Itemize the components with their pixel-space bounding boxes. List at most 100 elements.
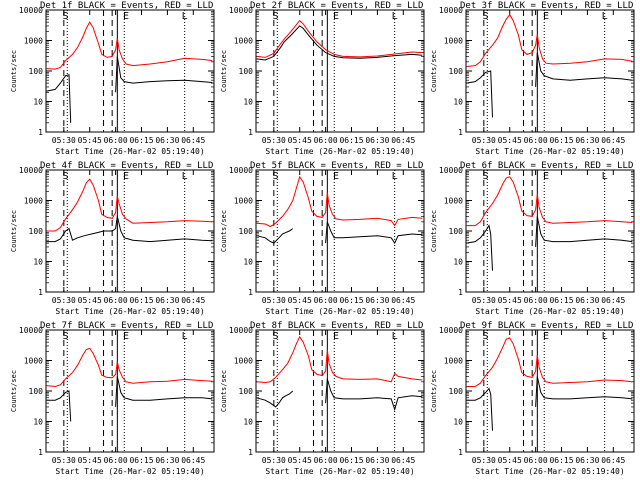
y-tick-label: 1000 [444, 37, 463, 46]
x-axis-label: Start Time (26-Mar-02 05:19:40) [55, 307, 204, 316]
detector-plot-9: Det 9f BLACK = Events, RED = LLD 1 10 100 10… [430, 321, 635, 476]
y-tick-label: 10000 [19, 166, 43, 175]
y-tick-label: 1 [38, 288, 43, 297]
y-tick-label: 1 [458, 288, 463, 297]
x-tick-label: 05:30 [262, 136, 286, 145]
x-axis-label: Start Time (26-Mar-02 05:19:40) [265, 147, 414, 156]
time-marker-E: E [333, 331, 339, 342]
x-tick-label: 05:30 [52, 456, 76, 465]
x-tick-label: 06:30 [575, 136, 599, 145]
plot-frame [465, 169, 635, 293]
y-tick-label: 10 [33, 418, 43, 427]
detector-plot-8: Det 8f BLACK = Events, RED = LLD 1 10 100 10… [220, 321, 425, 476]
time-marker-L: L [602, 331, 608, 342]
y-tick-label: 1000 [234, 357, 253, 366]
time-marker-E: E [543, 331, 549, 342]
plot-frame [465, 329, 635, 453]
detector-plot-2: Det 2f BLACK = Events, RED = LLD 1 10 100 10… [220, 1, 425, 156]
series-lld [466, 337, 633, 387]
detector-plot-7: Det 7f BLACK = Events, RED = LLD 1 10 100 10… [10, 321, 215, 476]
y-axis-label: Counts/sec [430, 370, 438, 412]
x-tick-label: 06:00 [104, 456, 128, 465]
x-axis-label: Start Time (26-Mar-02 05:19:40) [265, 307, 414, 316]
x-tick-label: 05:30 [262, 456, 286, 465]
plot-frame [255, 9, 425, 133]
time-marker-S: S [483, 171, 489, 182]
y-tick-label: 10000 [229, 6, 253, 15]
y-tick-label: 10000 [229, 166, 253, 175]
series-events [466, 216, 633, 271]
series-events [46, 216, 213, 243]
y-tick-label: 10 [243, 98, 253, 107]
x-tick-label: 06:30 [155, 136, 179, 145]
plot-title: Det 5f BLACK = Events, RED = LLD [250, 161, 423, 171]
x-tick-label: 05:30 [262, 296, 286, 305]
x-tick-label: 05:45 [498, 456, 522, 465]
time-marker-E: E [123, 171, 129, 182]
x-tick-label: 05:30 [52, 136, 76, 145]
plot-title: Det 6f BLACK = Events, RED = LLD [460, 161, 633, 171]
y-axis-label: Counts/sec [430, 50, 438, 92]
y-tick-label: 1000 [234, 37, 253, 46]
time-marker-L: L [602, 171, 608, 182]
x-tick-label: 06:15 [129, 136, 153, 145]
time-marker-S: S [273, 171, 279, 182]
time-marker-S: S [63, 171, 69, 182]
series-lld [466, 176, 633, 227]
y-tick-label: 100 [239, 227, 254, 236]
x-tick-label: 05:45 [78, 456, 102, 465]
x-tick-label: 06:30 [365, 136, 389, 145]
y-tick-label: 100 [29, 227, 44, 236]
series-events [466, 52, 633, 118]
x-tick-label: 06:45 [181, 456, 205, 465]
x-axis-label: Start Time (26-Mar-02 05:19:40) [475, 147, 624, 156]
x-tick-label: 05:30 [472, 456, 496, 465]
x-axis-label: Start Time (26-Mar-02 05:19:40) [55, 467, 204, 476]
x-tick-label: 06:15 [129, 296, 153, 305]
y-tick-label: 1 [458, 448, 463, 457]
y-tick-label: 10 [33, 258, 43, 267]
y-tick-label: 100 [29, 67, 44, 76]
time-marker-L: L [182, 331, 188, 342]
x-tick-label: 06:45 [391, 456, 415, 465]
plot-frame [45, 169, 215, 293]
time-marker-S: S [483, 331, 489, 342]
plot-title: Det 8f BLACK = Events, RED = LLD [250, 321, 423, 331]
plot-title: Det 9f BLACK = Events, RED = LLD [460, 321, 633, 331]
x-tick-label: 06:15 [129, 456, 153, 465]
series-lld [256, 335, 423, 384]
x-tick-label: 06:45 [601, 296, 625, 305]
y-tick-label: 100 [239, 67, 254, 76]
x-tick-label: 06:15 [549, 456, 573, 465]
y-axis-label: Counts/sec [10, 370, 18, 412]
x-tick-label: 06:00 [104, 296, 128, 305]
y-tick-label: 10 [453, 98, 463, 107]
series-lld [256, 19, 423, 58]
x-tick-label: 06:45 [601, 456, 625, 465]
time-marker-L: L [182, 11, 188, 22]
y-tick-label: 1 [248, 448, 253, 457]
y-tick-label: 100 [449, 387, 464, 396]
y-tick-label: 1 [38, 448, 43, 457]
x-tick-label: 06:30 [575, 296, 599, 305]
plot-frame [45, 9, 215, 133]
x-axis-label: Start Time (26-Mar-02 05:19:40) [265, 467, 414, 476]
time-marker-L: L [182, 171, 188, 182]
y-tick-label: 1000 [234, 197, 253, 206]
time-marker-E: E [123, 331, 129, 342]
time-marker-L: L [392, 171, 398, 182]
y-tick-label: 10 [453, 418, 463, 427]
y-tick-label: 10000 [439, 166, 463, 175]
time-marker-E: E [123, 11, 129, 22]
plot-title: Det 2f BLACK = Events, RED = LLD [250, 1, 423, 11]
time-marker-L: L [392, 331, 398, 342]
y-tick-label: 100 [449, 227, 464, 236]
series-lld [46, 347, 213, 388]
y-tick-label: 10000 [19, 326, 43, 335]
y-tick-label: 1000 [444, 197, 463, 206]
x-tick-label: 06:15 [339, 136, 363, 145]
time-marker-S: S [273, 331, 279, 342]
plot-title: Det 1f BLACK = Events, RED = LLD [40, 1, 213, 11]
x-axis-label: Start Time (26-Mar-02 05:19:40) [55, 147, 204, 156]
